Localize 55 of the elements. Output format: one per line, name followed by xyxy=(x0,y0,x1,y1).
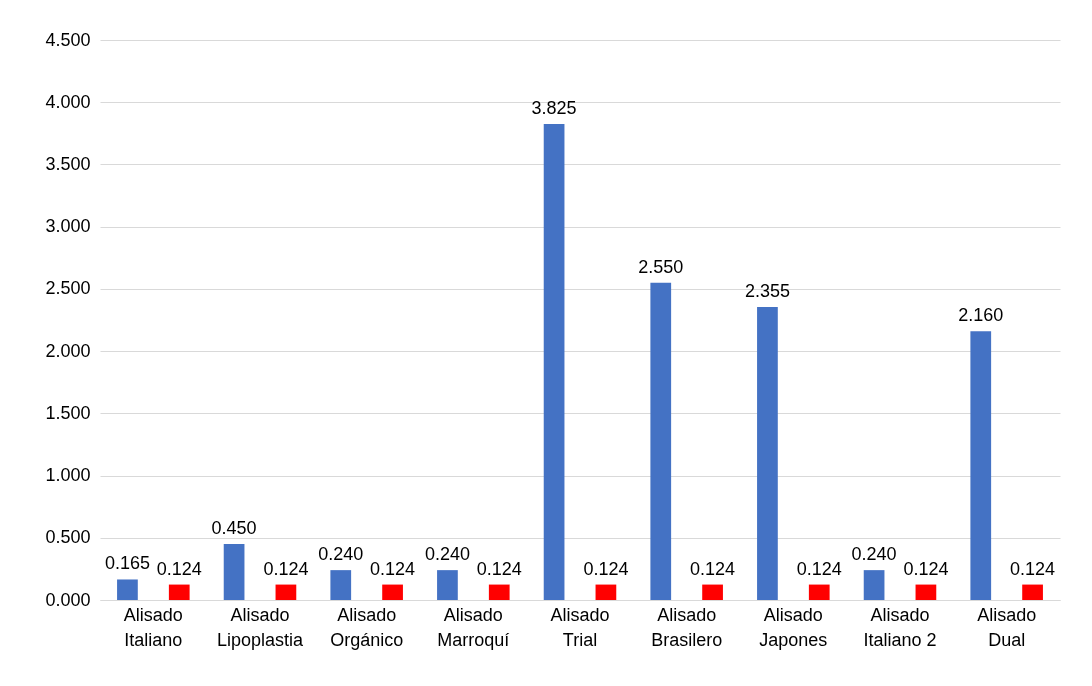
data-label: 0.450 xyxy=(211,518,257,538)
y-tick-label: 0.000 xyxy=(45,589,91,610)
data-label: 0.240 xyxy=(318,544,364,565)
bar xyxy=(808,584,830,600)
bar xyxy=(330,570,352,600)
data-label: 0.240 xyxy=(424,544,470,565)
data-label: 0.124 xyxy=(690,558,736,579)
bar xyxy=(437,570,458,600)
bar xyxy=(117,579,138,600)
x-tick-label: Alisado Japones xyxy=(759,604,828,650)
bar xyxy=(275,584,297,600)
bar xyxy=(223,544,245,600)
data-label: 0.124 xyxy=(903,558,949,579)
y-tick-label: 3.000 xyxy=(45,216,91,237)
bar xyxy=(1022,584,1043,600)
data-label: 0.124 xyxy=(476,558,522,579)
data-label: 0.124 xyxy=(156,558,202,579)
y-tick-label: 2.500 xyxy=(45,278,91,299)
x-tick-label: Alisado Brasilero xyxy=(651,604,723,650)
data-label: 3.825 xyxy=(531,98,577,118)
bar xyxy=(382,584,403,600)
x-tick-label: Alisado Marroquí xyxy=(437,604,510,650)
y-tick-label: 2.000 xyxy=(45,340,91,361)
data-label: 2.160 xyxy=(958,305,1004,326)
bar xyxy=(915,584,937,600)
data-label: 0.124 xyxy=(796,558,842,579)
y-tick-label: 0.500 xyxy=(45,527,91,548)
bar xyxy=(863,570,885,600)
x-tick-label: Alisado Lipoplastia xyxy=(216,604,305,650)
bar xyxy=(970,331,992,600)
data-label: 0.124 xyxy=(370,558,416,579)
data-label: 2.355 xyxy=(744,280,790,301)
y-tick-label: 4.000 xyxy=(45,91,91,112)
data-label: 0.124 xyxy=(263,558,309,579)
y-tick-label: 4.500 xyxy=(45,29,91,50)
bar xyxy=(595,584,617,600)
bar xyxy=(168,584,190,600)
data-label: 0.165 xyxy=(104,553,150,574)
y-tick-label: 3.500 xyxy=(45,153,91,174)
data-label: 0.124 xyxy=(1010,558,1056,579)
bar xyxy=(543,124,565,600)
bar xyxy=(650,282,672,600)
x-tick-label: Alisado Trial xyxy=(550,604,610,650)
x-tick-label: Alisado Orgánico xyxy=(330,604,404,650)
y-tick-label: 1.000 xyxy=(45,465,91,486)
bar xyxy=(757,306,778,600)
data-label: 0.240 xyxy=(851,544,897,565)
data-label: 0.124 xyxy=(583,558,629,579)
x-tick-label: Alisado Italiano xyxy=(123,604,183,650)
y-tick-label: 1.500 xyxy=(45,402,91,423)
data-label: 2.550 xyxy=(638,256,684,277)
x-tick-label: Alisado Italiano 2 xyxy=(863,604,937,650)
x-tick-label: Alisado Dual xyxy=(977,604,1037,650)
bar xyxy=(488,584,510,600)
bar xyxy=(702,584,723,600)
